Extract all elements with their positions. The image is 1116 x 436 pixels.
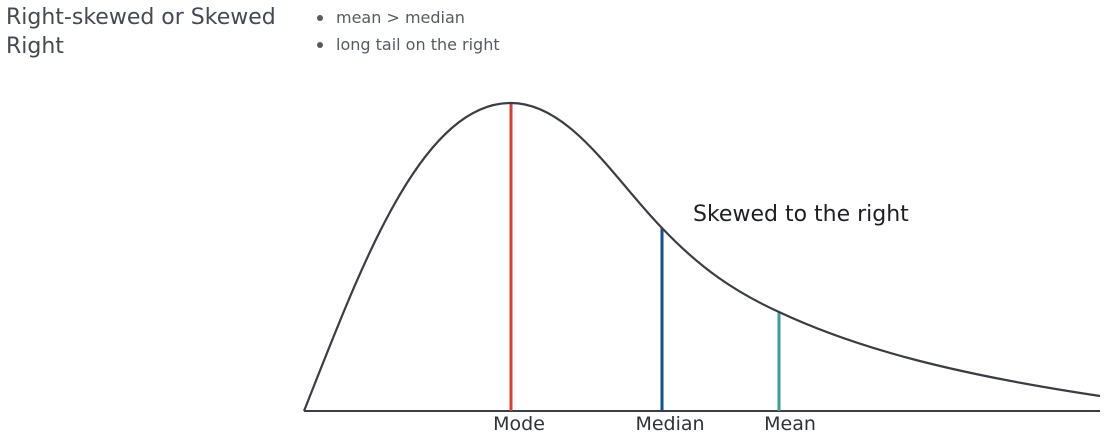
bullet-dot-icon xyxy=(317,42,323,48)
bullet-dot-icon xyxy=(317,15,323,21)
skew-annotation: Skewed to the right xyxy=(693,202,909,227)
bullet-text: long tail on the right xyxy=(336,35,500,54)
distribution-curve xyxy=(302,101,1101,412)
mode-label: Mode xyxy=(493,413,545,435)
page-title: Right-skewed or Skewed Right xyxy=(6,5,276,59)
bullet-text: mean > median xyxy=(336,8,465,27)
bullet-item: mean > median xyxy=(312,4,500,31)
median-label: Median xyxy=(635,413,704,435)
bullet-item: long tail on the right xyxy=(312,31,500,58)
mean-label: Mean xyxy=(764,413,816,435)
bullet-list: mean > median long tail on the right xyxy=(312,4,500,58)
